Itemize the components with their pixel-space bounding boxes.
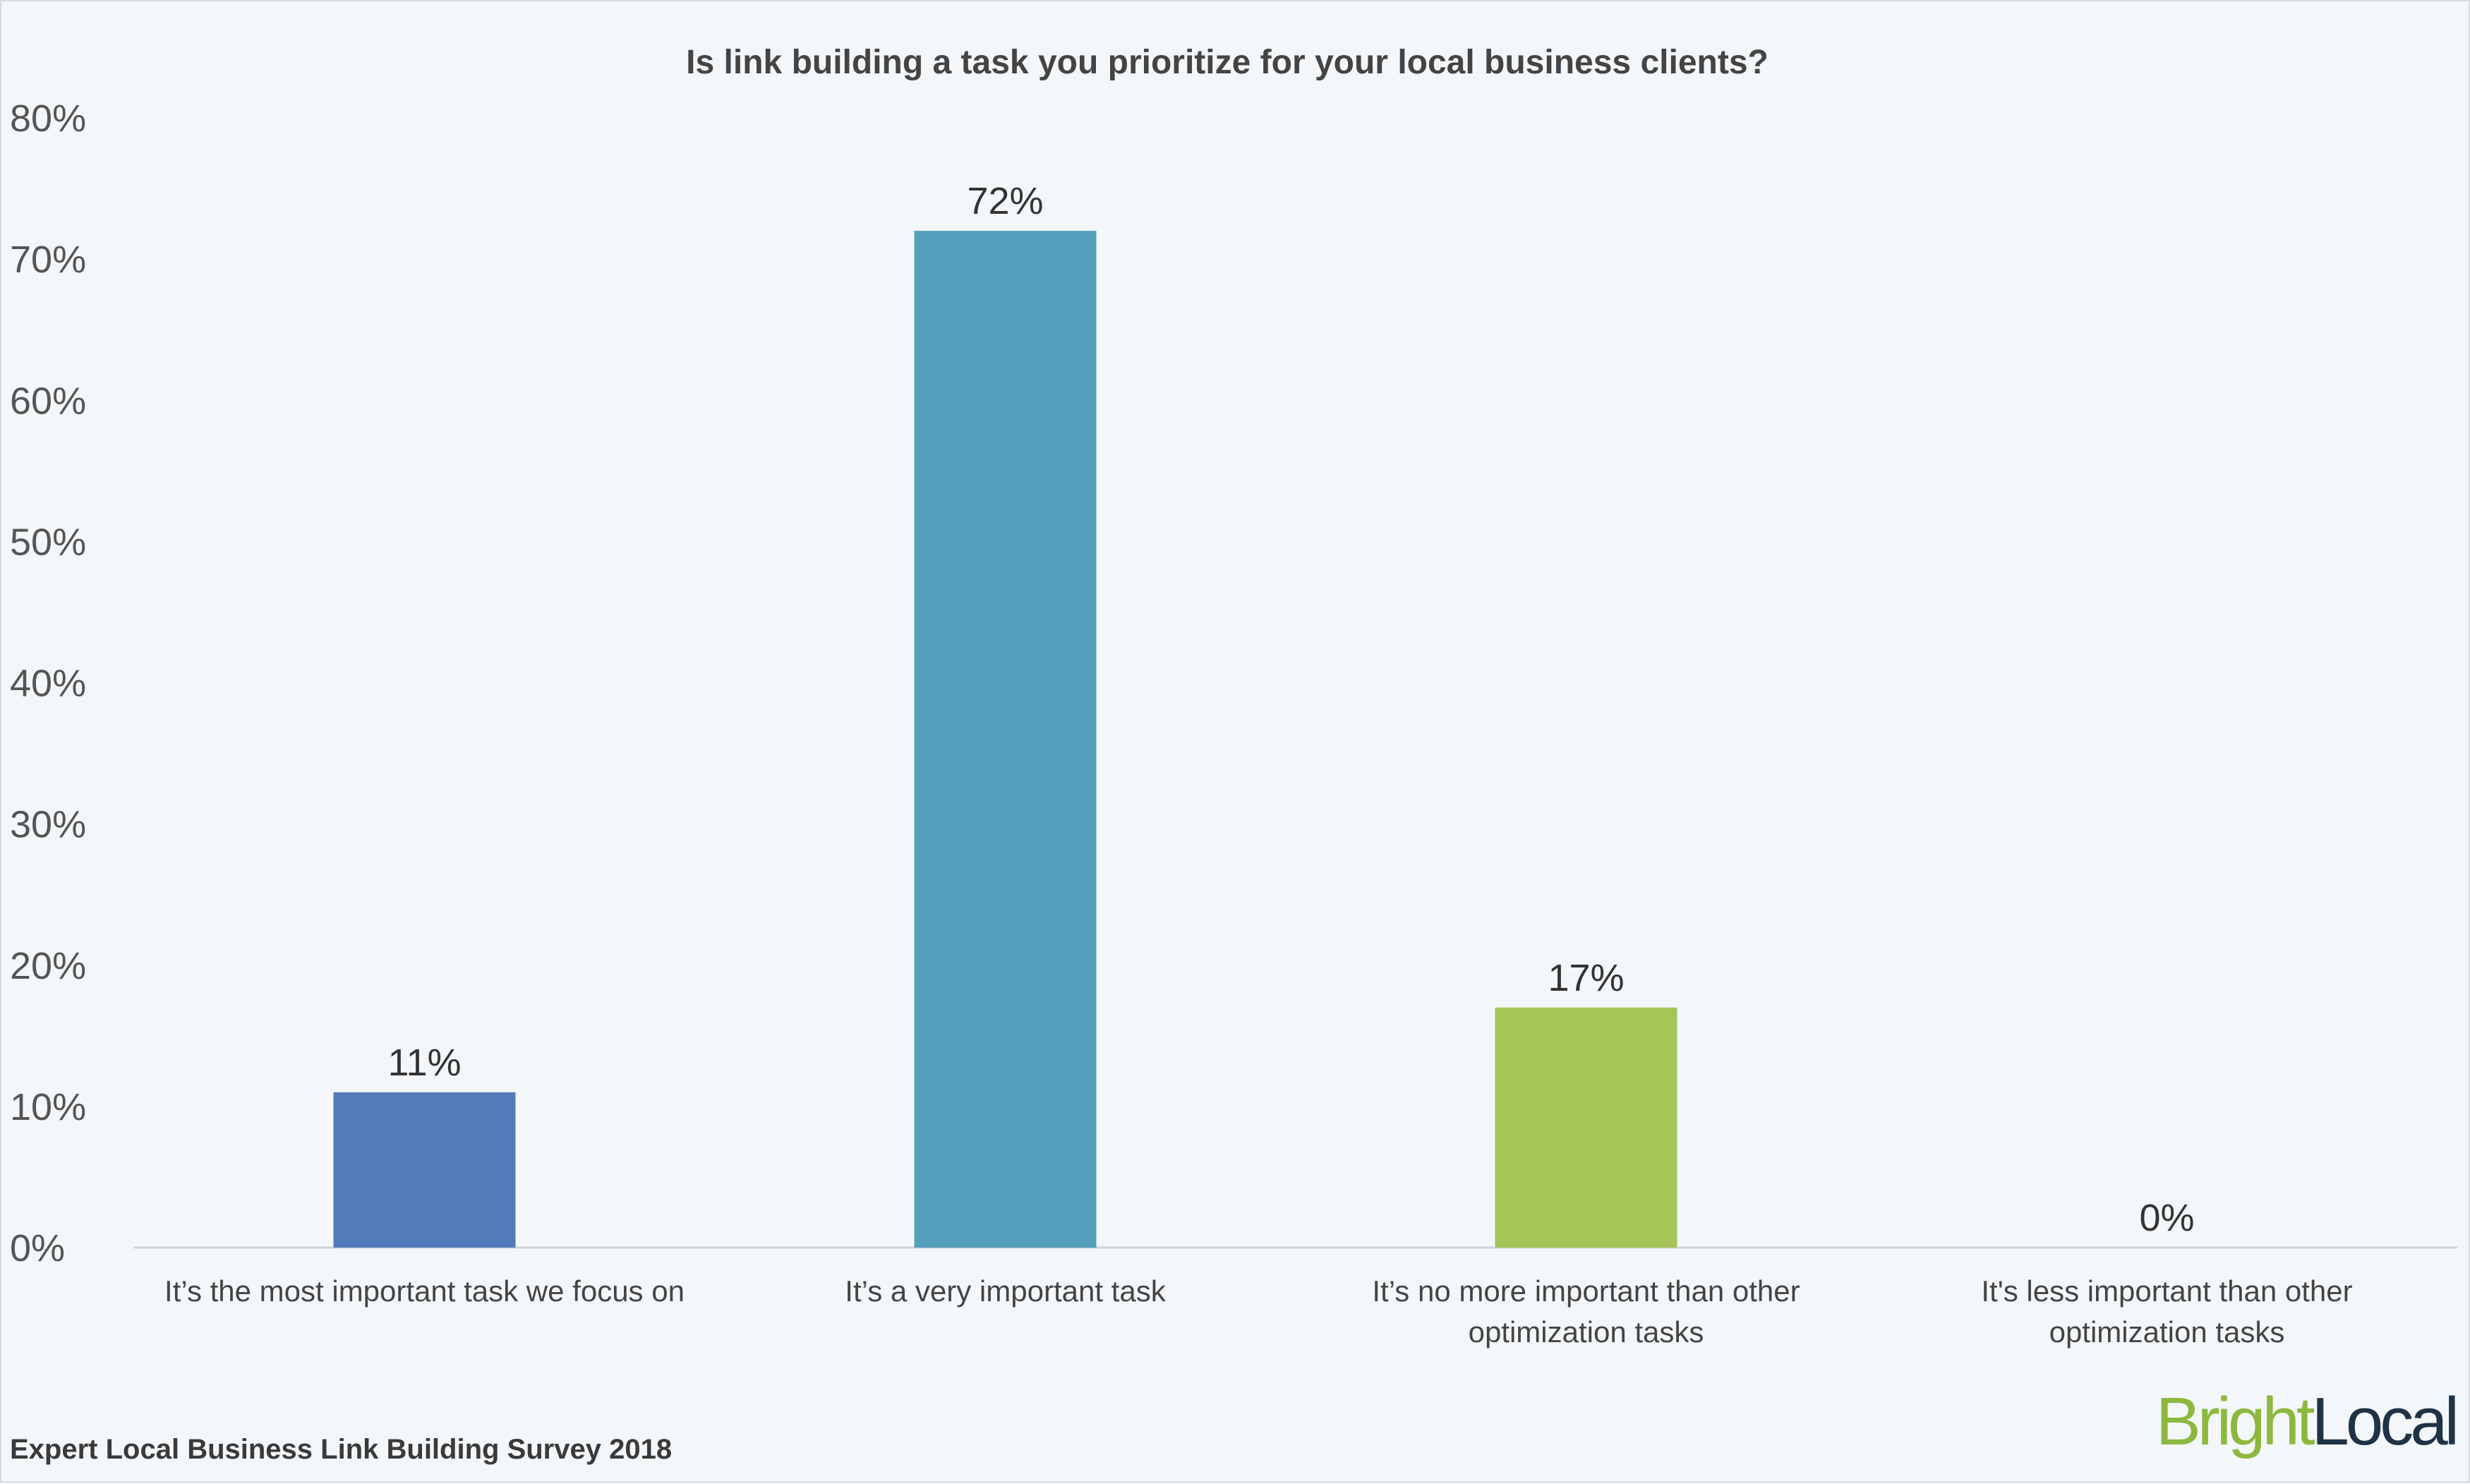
brightlocal-logo: BrightLocal [2156,1388,2459,1456]
data-label: 17% [1548,957,1624,999]
bars [333,231,1677,1248]
x-tick-label: It’s the most important task we focus on [164,1274,685,1308]
y-tick-label: 80% [10,97,86,140]
data-label: 72% [967,180,1043,222]
bar [1495,1007,1677,1248]
x-tick-label: It's less important than other [1981,1274,2352,1308]
bar [333,1092,516,1248]
y-tick-label: 50% [10,521,86,563]
x-tick-label: It’s a very important task [845,1274,1166,1308]
y-axis: 0% 10% 20% 30% 40% 50% 60% 70% 80% [10,97,86,1269]
y-tick-label: 30% [10,804,86,846]
y-tick-label: 0% [10,1227,65,1269]
x-tick-label: optimization tasks [1469,1315,1704,1349]
bar [914,231,1097,1248]
source-note: Expert Local Business Link Building Surv… [10,1434,673,1465]
chart-title: Is link building a task you prioritize f… [686,44,1769,81]
logo-text-bright: Bright [2155,1384,2315,1459]
y-tick-label: 40% [10,663,86,705]
data-label: 0% [2139,1197,2194,1239]
data-label: 11% [387,1042,461,1084]
x-axis: It’s the most important task we focus on… [164,1274,2353,1349]
y-tick-label: 20% [10,945,86,987]
logo-text-local: Local [2311,1384,2459,1459]
x-tick-label: It’s no more important than other [1372,1274,1800,1308]
x-tick-label: optimization tasks [2049,1315,2285,1349]
y-tick-label: 60% [10,380,86,422]
y-tick-label: 70% [10,239,86,281]
y-tick-label: 10% [10,1086,86,1128]
data-labels: 11% 72% 17% 0% [387,180,2194,1239]
